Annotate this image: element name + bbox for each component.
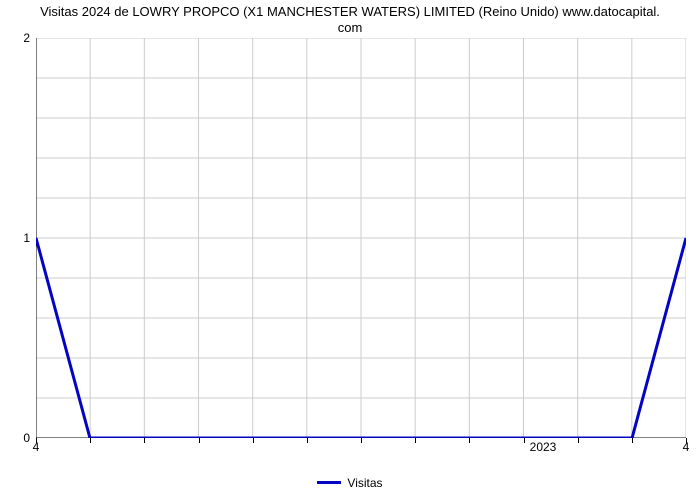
x-tick-mark <box>415 438 416 443</box>
x-tick-mark <box>361 438 362 443</box>
x-tick-mark <box>686 438 687 443</box>
chart-title-line2: com <box>338 20 363 35</box>
y-tick-label: 1 <box>23 231 30 245</box>
chart-plot-area: 012 442023 <box>36 38 686 438</box>
x-tick-mark <box>90 438 91 443</box>
x-tick-mark <box>253 438 254 443</box>
y-tick-label: 0 <box>23 431 30 445</box>
x-tick-mark <box>578 438 579 443</box>
x-tick-mark <box>524 438 525 443</box>
chart-title: Visitas 2024 de LOWRY PROPCO (X1 MANCHES… <box>0 0 700 35</box>
x-tick-mark <box>144 438 145 443</box>
x-tick-mark <box>307 438 308 443</box>
x-tick-mark <box>469 438 470 443</box>
y-tick-label: 2 <box>23 31 30 45</box>
x-tick-mark <box>199 438 200 443</box>
grid-group <box>36 38 686 438</box>
chart-svg <box>36 38 686 438</box>
chart-title-line1: Visitas 2024 de LOWRY PROPCO (X1 MANCHES… <box>40 4 660 19</box>
legend-label: Visitas <box>347 476 382 490</box>
x-tick-mark <box>632 438 633 443</box>
x-tick-mark <box>36 438 37 443</box>
legend-swatch <box>317 481 341 484</box>
x-tick-label-2023: 2023 <box>530 440 557 454</box>
legend: Visitas <box>0 475 700 490</box>
